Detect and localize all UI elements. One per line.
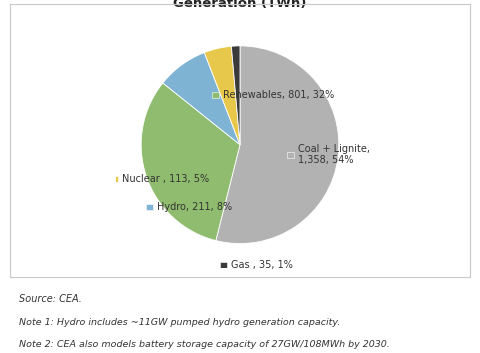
Polygon shape — [220, 262, 227, 268]
Text: Nuclear , 113, 5%: Nuclear , 113, 5% — [122, 174, 209, 184]
Polygon shape — [288, 152, 294, 157]
Text: Coal + Lignite,
1,358, 54%: Coal + Lignite, 1,358, 54% — [298, 144, 370, 166]
Wedge shape — [216, 46, 339, 244]
Wedge shape — [163, 53, 240, 145]
Wedge shape — [204, 46, 240, 145]
Wedge shape — [231, 46, 240, 145]
Text: Renewables, 801, 32%: Renewables, 801, 32% — [223, 90, 335, 100]
Wedge shape — [141, 83, 240, 240]
Title: Generation (TWh): Generation (TWh) — [173, 0, 307, 10]
Text: Gas , 35, 1%: Gas , 35, 1% — [231, 260, 293, 270]
Polygon shape — [212, 92, 219, 98]
Text: Hydro, 211, 8%: Hydro, 211, 8% — [157, 202, 232, 212]
Text: Note 2: CEA also models battery storage capacity of 27GW/108MWh by 2030.: Note 2: CEA also models battery storage … — [19, 340, 390, 349]
Text: Note 1: Hydro includes ~11GW pumped hydro generation capacity.: Note 1: Hydro includes ~11GW pumped hydr… — [19, 318, 340, 327]
Text: Source: CEA.: Source: CEA. — [19, 294, 82, 304]
Polygon shape — [111, 176, 119, 182]
Polygon shape — [146, 204, 153, 210]
